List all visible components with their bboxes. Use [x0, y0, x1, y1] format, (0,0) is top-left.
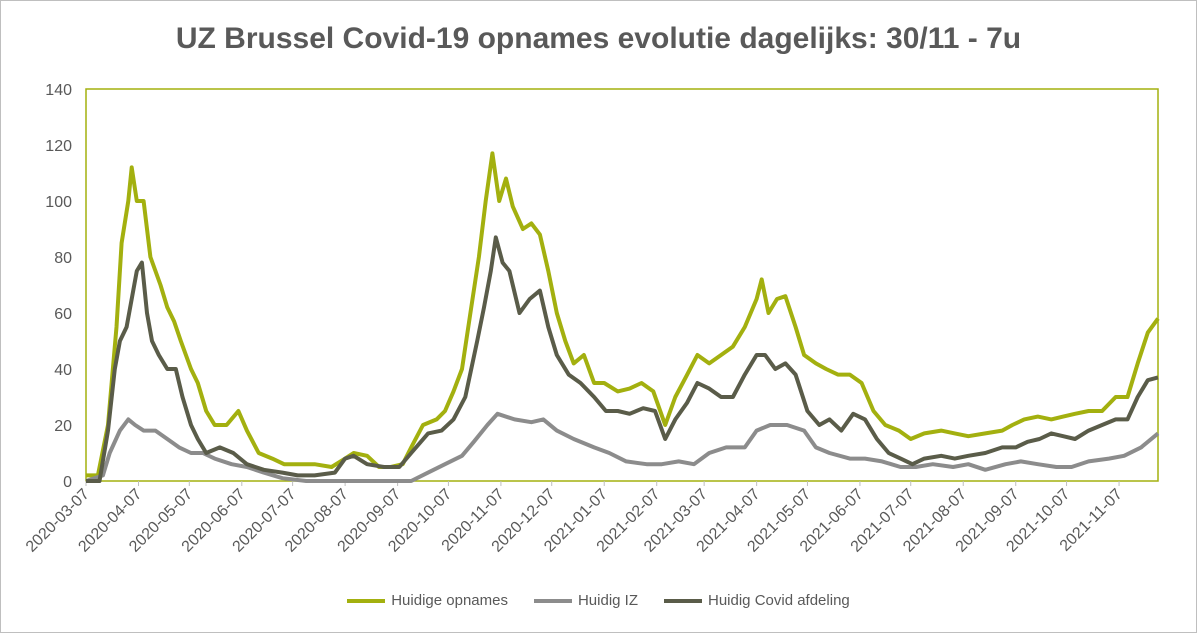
y-tick-label: 120: [45, 138, 72, 155]
legend-swatch: [664, 598, 702, 603]
x-axis-ticks: 2020-03-072020-04-072020-05-072020-06-07…: [23, 481, 1126, 556]
y-axis-ticks: 0 20 40 60 80 100 120 140: [45, 82, 72, 491]
series-line-huidige-opnames: [86, 151, 1160, 478]
y-tick-label: 20: [54, 418, 72, 435]
y-tick-label: 0: [63, 474, 72, 491]
chart-title: UZ Brussel Covid-19 opnames evolutie dag…: [175, 22, 1022, 55]
legend-swatch: [533, 598, 572, 603]
y-tick-label: 60: [54, 306, 72, 323]
legend-item-huidige-opnames: Huidige opnames: [347, 592, 508, 609]
legend-label: Huidige opnames: [391, 592, 508, 609]
legend-label: Huidig IZ: [577, 592, 638, 609]
y-tick-label: 140: [45, 82, 72, 99]
y-tick-label: 100: [45, 194, 72, 211]
series-line-huidig-covid-afdeling: [86, 235, 1159, 483]
legend-item-huidig-iz: Huidig IZ: [533, 592, 638, 609]
plot-area-border: [85, 88, 1159, 482]
legend-label: Huidig Covid afdeling: [708, 592, 850, 609]
legend-item-huidig-covid-afdeling: Huidig Covid afdeling: [664, 592, 850, 609]
legend-swatch: [347, 598, 386, 603]
legend: Huidige opnames Huidig IZ Huidig Covid a…: [0, 592, 1197, 609]
y-tick-label: 40: [54, 362, 72, 379]
series-lines: [85, 151, 1160, 483]
y-tick-label: 80: [54, 250, 72, 267]
